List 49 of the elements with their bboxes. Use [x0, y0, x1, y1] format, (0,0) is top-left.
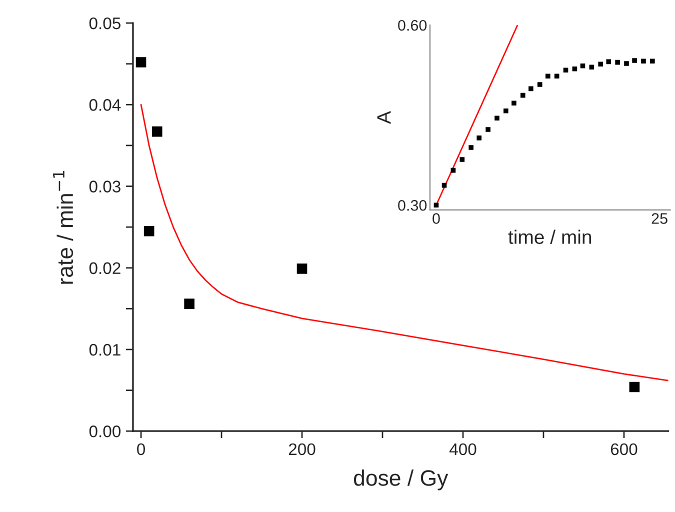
x-tick-label: 200 [288, 443, 316, 456]
y-tick-label: 0.02 [89, 262, 120, 274]
y-tick-label: 0.30 [398, 200, 427, 211]
point [520, 92, 526, 98]
point [641, 58, 646, 64]
point [563, 68, 568, 72]
point [528, 86, 534, 92]
point [629, 382, 640, 392]
point [136, 57, 146, 68]
point [615, 60, 620, 65]
y-tick-label: 0.01 [89, 344, 120, 356]
point [476, 136, 482, 140]
point [152, 126, 162, 137]
point [296, 264, 308, 274]
x-axis-title: dose / Gy [354, 470, 448, 490]
y-axis-title: rate / min$^{−1}$ [53, 170, 74, 284]
point [537, 82, 542, 87]
point [494, 116, 500, 121]
point [554, 74, 560, 78]
point [486, 127, 490, 132]
y-tick-label: 0.05 [89, 17, 120, 30]
point [434, 202, 439, 208]
point [580, 63, 586, 68]
point [512, 100, 516, 106]
point [624, 61, 629, 66]
y-tick-label: 0.00 [89, 426, 121, 438]
point [504, 108, 508, 114]
point [545, 74, 550, 78]
y-tick-label: 0.03 [89, 180, 120, 192]
point [144, 226, 154, 236]
y-axis-title: A [377, 111, 391, 124]
point [606, 59, 612, 64]
x-tick-label: 0 [137, 443, 146, 456]
y-tick-label: 0.60 [398, 20, 427, 31]
x-tick-label: 400 [449, 443, 476, 456]
point [460, 157, 465, 162]
point [589, 64, 594, 70]
x-tick-label: 25 [652, 213, 668, 224]
x-tick-label: 0 [432, 213, 440, 224]
x-tick-label: 600 [610, 443, 638, 456]
point [184, 298, 194, 309]
point [572, 66, 578, 72]
point [598, 62, 604, 66]
point [632, 58, 637, 63]
point [468, 145, 474, 150]
x-axis-title: time / min [508, 230, 591, 244]
y-tick-label: 0.04 [89, 99, 121, 111]
point [650, 58, 655, 64]
line-series [140, 104, 668, 382]
